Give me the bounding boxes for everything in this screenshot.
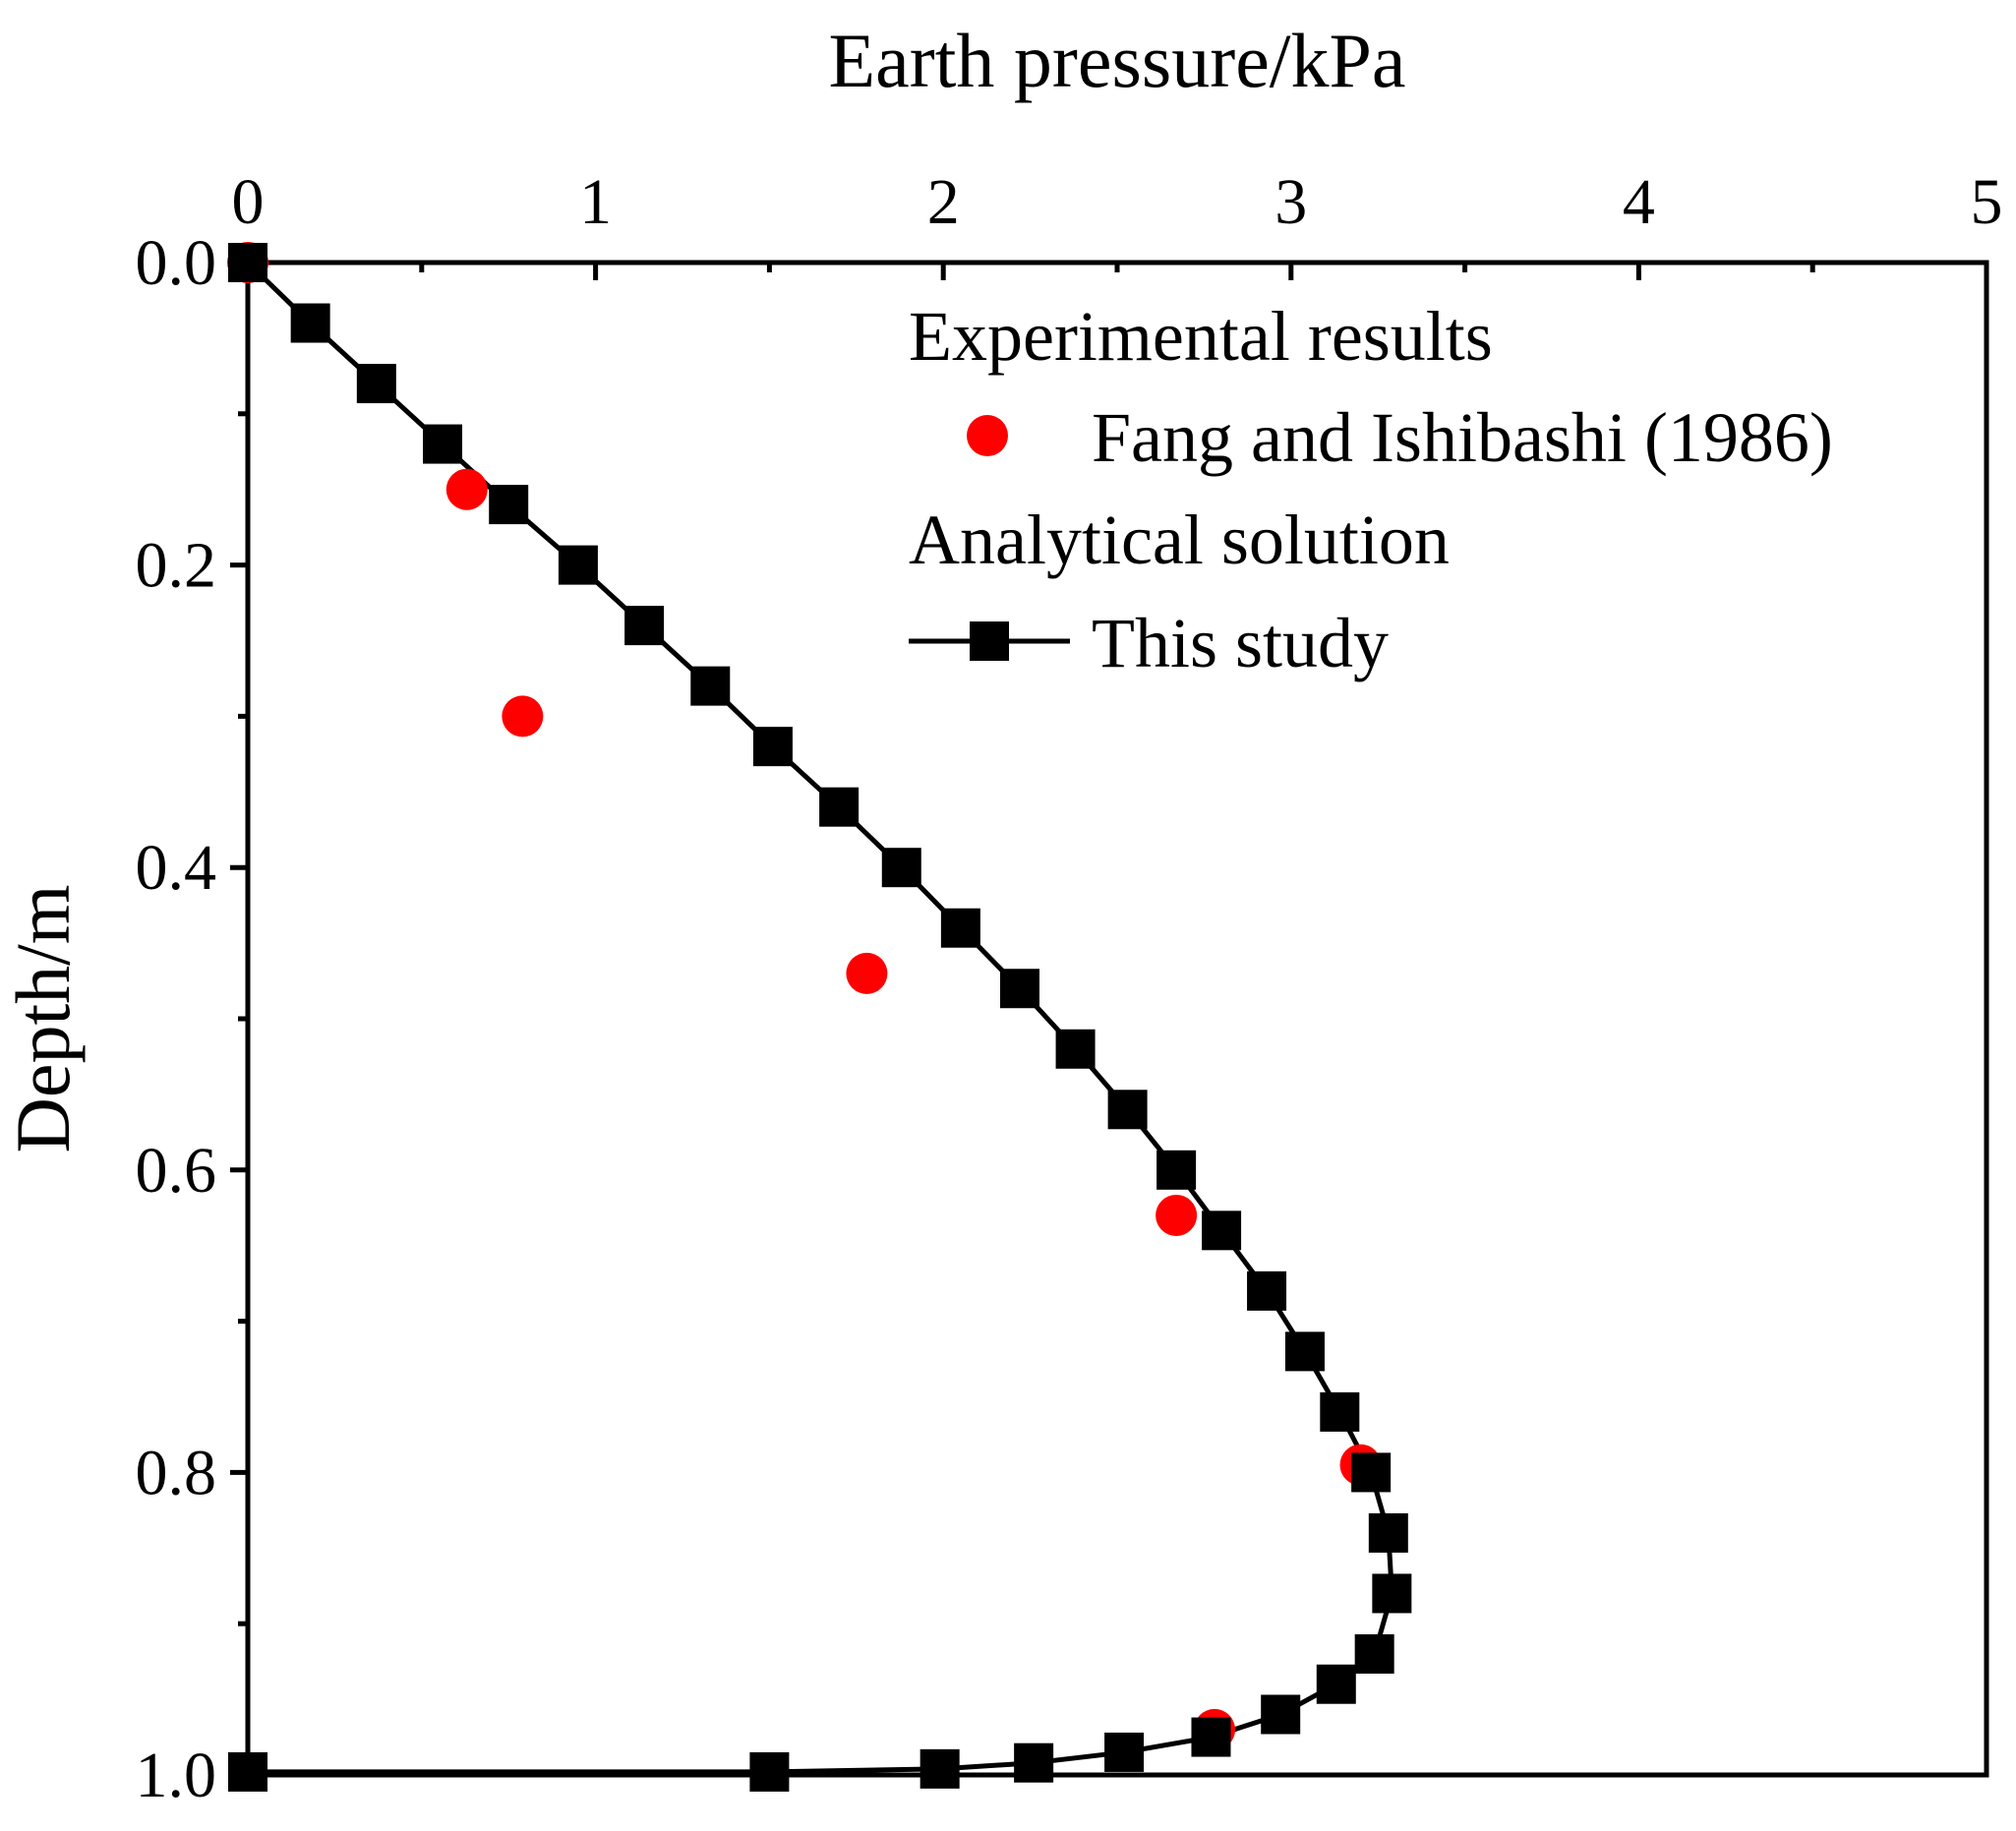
x-tick-label: 5 <box>1971 166 2003 238</box>
x-tick-label: 1 <box>579 166 612 238</box>
data-point-this-study <box>999 969 1039 1009</box>
data-point-this-study <box>1104 1732 1145 1772</box>
x-tick-label: 3 <box>1275 166 1307 238</box>
y-tick-label: 0.0 <box>136 227 217 299</box>
data-point-this-study <box>752 727 793 767</box>
legend: Experimental results Fang and Ishibashi … <box>909 297 1833 682</box>
series-markers <box>227 242 1412 1792</box>
y-tick-label: 1.0 <box>136 1740 217 1811</box>
data-point-this-study <box>1247 1270 1287 1311</box>
y-tick-label: 0.6 <box>136 1135 217 1207</box>
x-axis-title: Earth pressure/kPa <box>829 18 1406 103</box>
data-point-this-study <box>1261 1694 1301 1735</box>
data-point-this-study <box>940 908 980 948</box>
y-tick-label: 0.4 <box>136 832 217 904</box>
data-point-this-study <box>690 666 731 706</box>
data-point-this-study <box>1316 1664 1356 1704</box>
data-point-this-study <box>1320 1391 1360 1432</box>
legend-marker-fang-and-ishibashi <box>967 415 1008 456</box>
legend-label-this-study: This study <box>1092 604 1389 682</box>
data-point-this-study <box>1191 1717 1231 1757</box>
legend-label-fang-and-ishibashi: Fang and Ishibashi (1986) <box>1092 398 1833 477</box>
data-point-this-study <box>1351 1452 1392 1493</box>
data-point-this-study <box>1354 1633 1394 1674</box>
x-tick-label: 2 <box>927 166 960 238</box>
data-point-this-study <box>881 848 921 888</box>
data-point-this-study <box>423 424 463 464</box>
data-point-fang-and-ishibashi <box>846 952 888 994</box>
data-point-this-study <box>290 303 330 343</box>
data-point-this-study <box>228 243 267 282</box>
data-point-fang-and-ishibashi <box>502 695 544 738</box>
data-point-this-study <box>356 364 396 404</box>
y-tick-label: 0.2 <box>136 530 217 602</box>
data-point-this-study <box>1014 1742 1054 1783</box>
axis-tick-labels: 0 1 2 3 4 5 0.0 0.2 0.4 0.6 0.8 1.0 <box>136 166 2003 1811</box>
data-point-this-study <box>819 787 860 827</box>
x-tick-label: 0 <box>232 166 265 238</box>
data-point-this-study <box>749 1751 790 1792</box>
series-lines <box>246 261 1394 1775</box>
data-point-fang-and-ishibashi <box>445 468 488 510</box>
data-point-this-study <box>1372 1573 1412 1614</box>
data-point-this-study <box>1156 1150 1197 1190</box>
legend-group-analytical: Analytical solution <box>909 501 1450 579</box>
y-axis-title: Depth/m <box>0 885 86 1153</box>
data-point-this-study <box>489 485 529 525</box>
data-point-this-study <box>558 545 598 585</box>
data-point-this-study <box>228 1751 267 1792</box>
data-point-this-study <box>1055 1029 1096 1069</box>
data-point-this-study <box>1368 1512 1408 1553</box>
legend-group-experimental: Experimental results <box>909 297 1493 376</box>
data-point-this-study <box>1284 1331 1325 1372</box>
y-tick-label: 0.8 <box>136 1437 217 1508</box>
data-point-this-study <box>624 606 665 646</box>
series-line-this-study <box>246 261 1394 1775</box>
data-point-this-study <box>1202 1211 1242 1251</box>
data-point-fang-and-ishibashi <box>1156 1194 1198 1236</box>
data-point-this-study <box>919 1748 960 1789</box>
legend-marker-this-study <box>970 621 1009 661</box>
x-tick-label: 4 <box>1623 166 1655 238</box>
data-point-this-study <box>1107 1090 1148 1130</box>
